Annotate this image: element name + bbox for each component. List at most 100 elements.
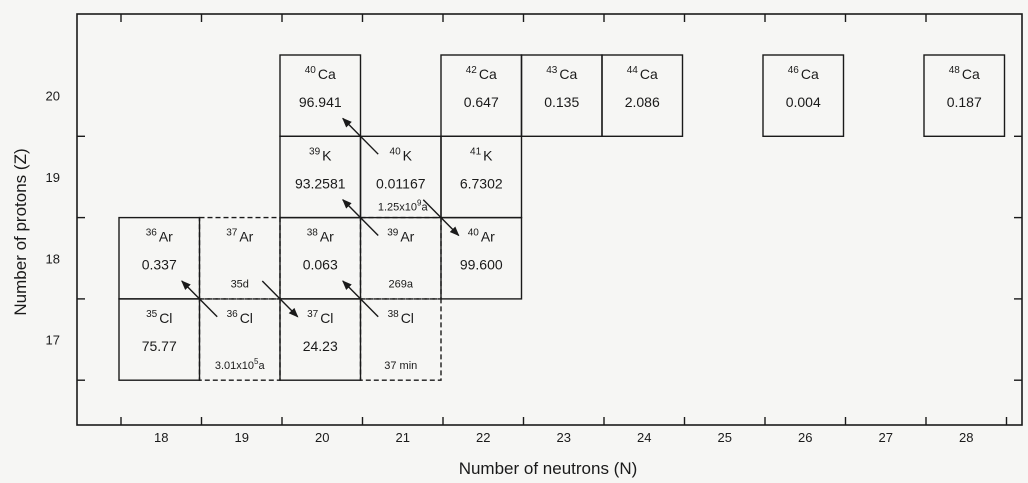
- y-tick-label: 19: [46, 170, 60, 185]
- isotope-value: 6.7302: [460, 175, 503, 191]
- isotope-value: 3.01x105a: [215, 357, 266, 372]
- x-tick-label: 18: [154, 430, 168, 445]
- value-text: 0.004: [786, 94, 821, 110]
- isotope-value: 0.647: [464, 94, 499, 110]
- isotope-label: 40 Ar: [468, 228, 495, 245]
- isotope-value: 2.086: [625, 94, 660, 110]
- mass-number: 36: [146, 228, 158, 239]
- note-exponent: 9: [417, 198, 422, 207]
- value-text: 0.135: [544, 94, 579, 110]
- note-text: 1.25x10: [378, 201, 417, 213]
- element-symbol: Ca: [801, 66, 819, 82]
- isotope-value: 96.941: [299, 94, 342, 110]
- mass-number: 40: [468, 228, 480, 239]
- x-tick-label: 27: [879, 430, 893, 445]
- isotope-value: 0.01167: [376, 175, 426, 191]
- cell-border: [923, 54, 1006, 138]
- cell-border: [359, 298, 442, 381]
- value-text: 0.337: [142, 257, 177, 273]
- isotope-label: 40 Ca: [305, 65, 336, 82]
- element-symbol: Cl: [240, 310, 253, 326]
- element-symbol: Ar: [159, 229, 173, 245]
- element-symbol: Ca: [640, 66, 658, 82]
- value-text: 2.086: [625, 94, 660, 110]
- decay-arrows: [181, 117, 460, 318]
- value-text: 0.187: [947, 94, 982, 110]
- x-tick-label: 24: [637, 430, 651, 445]
- isotope-label: 40 K: [390, 146, 413, 163]
- isotope-label: 37 Ar: [226, 228, 253, 245]
- y-tick-label: 20: [46, 89, 60, 104]
- nuclide-cell-ca48: 48 Ca 0.187: [923, 54, 1006, 138]
- nuclide-cell-cl35: 35 Cl 75.77: [118, 298, 201, 381]
- element-symbol: Ar: [239, 229, 253, 245]
- decay-arrow-cl36-to-ar36: [181, 280, 218, 318]
- mass-number: 42: [466, 65, 478, 76]
- mass-number: 41: [470, 146, 482, 157]
- isotope-value: 0.187: [947, 94, 982, 110]
- isotope-value: 99.600: [460, 257, 503, 273]
- mass-number: 40: [390, 146, 402, 157]
- nuclide-cell-ca43: 43 Ca 0.135: [520, 54, 603, 138]
- value-text: 0.063: [303, 257, 338, 273]
- nuclide-cell-cl38: 38 Cl 37 min: [359, 298, 442, 381]
- nuclide-cell-ca46: 46 Ca 0.004: [762, 54, 845, 138]
- mass-number: 48: [949, 65, 961, 76]
- value-text: 93.2581: [295, 175, 346, 191]
- value-text: 24.23: [303, 338, 338, 354]
- cell-border: [601, 54, 684, 138]
- isotope-label: 43 Ca: [546, 65, 577, 82]
- x-tick-label: 19: [235, 430, 249, 445]
- element-symbol: Ca: [318, 66, 336, 82]
- isotope-value: 0.004: [786, 94, 821, 110]
- isotope-value: 37 min: [384, 360, 417, 372]
- mass-number: 46: [788, 65, 800, 76]
- nuclide-cell-k40: 40 K 0.01167 1.25x109a: [359, 135, 442, 219]
- isotope-value: 0.135: [544, 94, 579, 110]
- decay-arrow-ar39-to-k39: [342, 199, 379, 236]
- value-text: 6.7302: [460, 175, 503, 191]
- mass-number: 37: [307, 309, 319, 320]
- x-tick-label: 23: [557, 430, 571, 445]
- note-unit: a: [421, 201, 428, 213]
- element-symbol: Cl: [159, 310, 172, 326]
- x-tick-label: 28: [959, 430, 973, 445]
- element-symbol: Ca: [962, 66, 980, 82]
- isotope-value: 93.2581: [295, 175, 346, 191]
- y-axis-title: Number of protons (Z): [11, 148, 30, 315]
- isotope-label: 39 K: [309, 146, 332, 163]
- cell-border: [440, 216, 523, 300]
- nuclide-cell-ca42: 42 Ca 0.647: [440, 54, 523, 138]
- element-symbol: Ar: [400, 229, 414, 245]
- isotope-value: 75.77: [142, 338, 177, 354]
- x-tick-label: 22: [476, 430, 490, 445]
- element-symbol: Ca: [559, 66, 577, 82]
- isotope-label: 37 Cl: [307, 309, 333, 326]
- x-axis-title: Number of neutrons (N): [459, 459, 638, 478]
- value-text: 3.01x10: [215, 360, 254, 372]
- isotope-label: 44 Ca: [627, 65, 658, 82]
- nuclide-cell-ar40: 40 Ar 99.600: [440, 216, 523, 300]
- isotope-value: 269a: [389, 279, 414, 291]
- mass-number: 37: [226, 228, 238, 239]
- value-text: 269a: [389, 279, 414, 291]
- element-symbol: Cl: [320, 310, 333, 326]
- isotope-label: 38 Ar: [307, 228, 334, 245]
- element-symbol: Ca: [479, 66, 497, 82]
- decay-arrow-k40-to-ca40: [342, 117, 379, 155]
- isotope-value: 0.337: [142, 257, 177, 273]
- nuclide-cell-ca44: 44 Ca 2.086: [601, 54, 684, 138]
- element-symbol: K: [483, 147, 493, 163]
- axes: 18 19 20 21 22 23 24 25 26 27 28 17 18 19 20 Number of …: [11, 14, 1022, 478]
- value-text: 75.77: [142, 338, 177, 354]
- decay-arrow-ar37-to-cl37: [261, 280, 299, 318]
- isotope-label: 41 K: [470, 146, 493, 163]
- half-life-note: 1.25x109a: [378, 198, 429, 213]
- mass-number: 36: [227, 309, 239, 320]
- value-text: 99.600: [460, 257, 503, 273]
- cell-border: [762, 54, 845, 138]
- mass-number: 39: [309, 146, 321, 157]
- value-unit: a: [258, 360, 265, 372]
- nuclide-cell-cl36: 36 Cl 3.01x105a: [198, 298, 281, 381]
